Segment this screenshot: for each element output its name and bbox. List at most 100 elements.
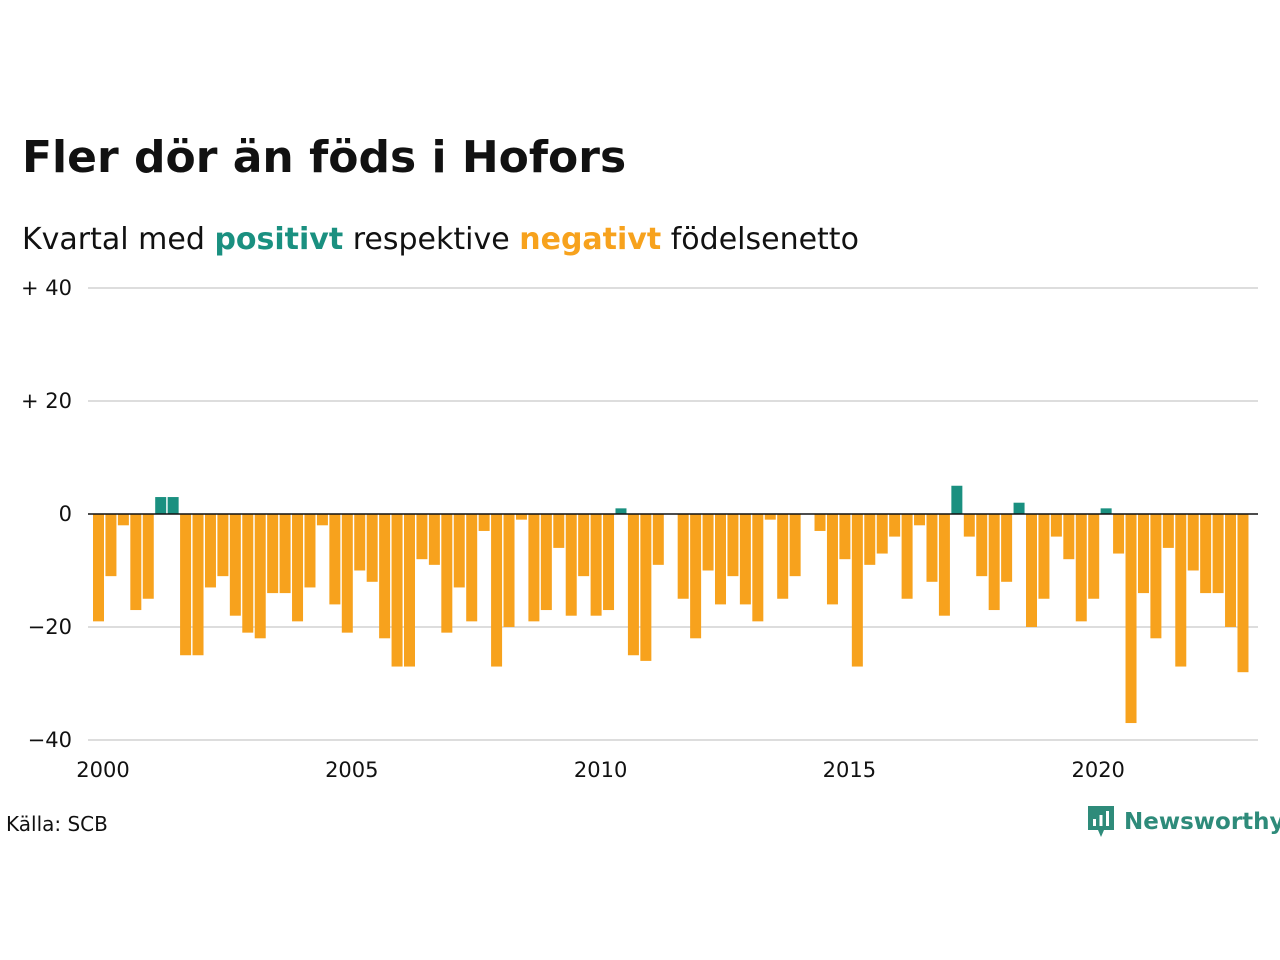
bar-42 <box>615 508 627 514</box>
bar-28 <box>441 514 453 633</box>
x-tick-label-4: 2020 <box>1071 758 1124 782</box>
bar-47 <box>677 514 689 599</box>
bar-16 <box>292 514 304 622</box>
bar-67 <box>926 514 938 582</box>
bar-59 <box>826 514 838 605</box>
bar-0 <box>93 514 104 622</box>
bar-68 <box>938 514 950 616</box>
bar-50 <box>715 514 726 605</box>
bar-33 <box>503 514 515 627</box>
bar-31 <box>478 514 490 531</box>
bar-74 <box>1013 502 1025 514</box>
bar-12 <box>242 514 254 633</box>
bar-38 <box>565 514 577 616</box>
bar-80 <box>1088 514 1100 599</box>
bar-30 <box>466 514 478 622</box>
bar-4 <box>142 514 154 599</box>
bar-6 <box>167 497 179 514</box>
bar-22 <box>366 514 378 582</box>
bar-21 <box>354 514 366 571</box>
subtitle-positive: positivt <box>214 222 344 257</box>
bar-55 <box>777 514 789 599</box>
bar-35 <box>528 514 540 622</box>
y-tick-label-4: −40 <box>28 728 72 752</box>
bar-20 <box>341 514 353 633</box>
x-tick-label-1: 2005 <box>325 758 378 782</box>
bar-44 <box>640 514 652 661</box>
x-tick-label-2: 2010 <box>574 758 627 782</box>
bar-45 <box>652 514 664 565</box>
bar-43 <box>627 514 639 656</box>
bar-37 <box>553 514 565 548</box>
x-tick-label-0: 2000 <box>76 758 129 782</box>
bar-56 <box>789 514 801 577</box>
chart-title: Fler dör än föds i Hofors <box>22 132 627 183</box>
subtitle-prefix: Kvartal med <box>22 222 205 257</box>
bar-49 <box>702 514 714 571</box>
y-tick-label-3: −20 <box>28 615 72 639</box>
bar-11 <box>229 514 241 616</box>
chart-subtitle: Kvartal med positivt respektive negativt… <box>22 222 859 257</box>
bar-62 <box>864 514 876 565</box>
bar-8 <box>192 514 204 656</box>
bar-65 <box>901 514 913 599</box>
bar-10 <box>217 514 229 577</box>
bar-17 <box>304 514 316 588</box>
y-tick-label-2: 0 <box>59 502 72 526</box>
bar-77 <box>1050 514 1062 537</box>
bar-2 <box>117 514 129 526</box>
bar-92 <box>1237 514 1249 673</box>
bar-60 <box>839 514 851 560</box>
bar-83 <box>1125 514 1137 724</box>
bar-34 <box>515 514 527 520</box>
bar-14 <box>267 514 279 594</box>
bar-52 <box>739 514 751 605</box>
bar-26 <box>416 514 428 560</box>
bar-90 <box>1212 514 1224 594</box>
bar-29 <box>453 514 465 588</box>
bar-18 <box>316 514 328 526</box>
bar-69 <box>951 485 963 514</box>
subtitle-middle: respektive <box>352 222 510 257</box>
y-tick-label-1: + 20 <box>21 389 72 413</box>
bar-15 <box>279 514 291 594</box>
bar-25 <box>404 514 415 667</box>
bar-85 <box>1150 514 1162 639</box>
bar-87 <box>1175 514 1187 667</box>
bar-54 <box>764 514 776 520</box>
bar-89 <box>1200 514 1212 594</box>
bar-32 <box>491 514 503 667</box>
bar-84 <box>1137 514 1149 594</box>
bar-41 <box>603 514 615 611</box>
bar-79 <box>1075 514 1087 622</box>
bar-88 <box>1187 514 1199 571</box>
bar-27 <box>428 514 440 565</box>
bar-39 <box>578 514 590 577</box>
bar-23 <box>379 514 391 639</box>
bar-7 <box>180 514 192 656</box>
bar-58 <box>814 514 826 531</box>
logo-text: Newsworthy <box>1124 809 1280 835</box>
bar-5 <box>155 497 167 514</box>
bar-75 <box>1026 514 1037 627</box>
bar-66 <box>914 514 926 526</box>
y-tick-label-0: + 40 <box>21 276 72 300</box>
bar-51 <box>727 514 739 577</box>
bar-76 <box>1038 514 1050 599</box>
bar-53 <box>752 514 764 622</box>
bar-48 <box>690 514 702 639</box>
subtitle-negative: negativt <box>519 222 662 257</box>
bar-40 <box>590 514 602 616</box>
bar-36 <box>540 514 552 611</box>
bar-86 <box>1162 514 1174 548</box>
bar-91 <box>1225 514 1237 627</box>
bar-63 <box>876 514 888 554</box>
bar-82 <box>1113 514 1125 554</box>
bar-64 <box>889 514 901 537</box>
bar-71 <box>976 514 988 577</box>
bar-3 <box>130 514 142 611</box>
newsworthy-logo-icon <box>1088 806 1114 837</box>
bar-70 <box>963 514 975 537</box>
brand-logo: Newsworthy <box>1086 804 1280 840</box>
bar-72 <box>988 514 1000 611</box>
